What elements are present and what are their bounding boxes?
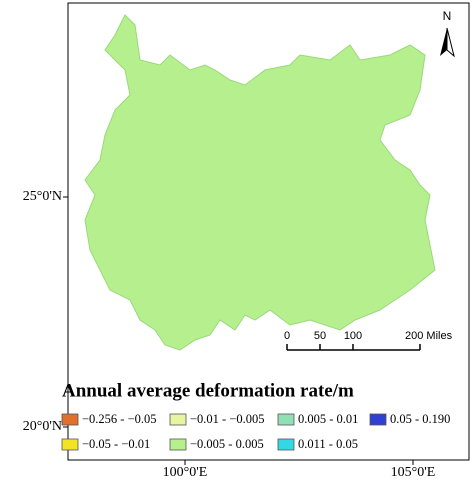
north-label: N bbox=[443, 9, 452, 23]
lat-label: 20°0'N bbox=[23, 419, 62, 434]
lon-label: 100°0'E bbox=[163, 465, 208, 480]
region-shape bbox=[84, 14, 436, 351]
legend-swatch bbox=[61, 438, 79, 451]
scale-label: 50 bbox=[314, 330, 326, 342]
axis-ticks bbox=[63, 196, 414, 465]
legend-label: 0.011 - 0.05 bbox=[298, 437, 358, 451]
lon-label: 105°0'E bbox=[391, 465, 436, 480]
scale-label: 0 bbox=[284, 330, 290, 342]
legend-title: Annual average deformation rate/m bbox=[62, 380, 354, 401]
scale-label: 200 Miles bbox=[405, 330, 453, 342]
legend-label: 0.005 - 0.01 bbox=[298, 412, 358, 426]
legend-swatch bbox=[277, 438, 295, 451]
legend-swatch bbox=[169, 413, 187, 426]
legend-swatch bbox=[169, 438, 187, 451]
legend-swatch bbox=[61, 413, 79, 426]
legend-label: 0.05 - 0.190 bbox=[390, 412, 450, 426]
legend-label: −0.05 - −0.01 bbox=[82, 437, 150, 451]
scale-label: 100 bbox=[344, 330, 362, 342]
legend-label: −0.01 - −0.005 bbox=[190, 412, 265, 426]
legend-label: −0.256 - −0.05 bbox=[82, 412, 157, 426]
legend-swatch bbox=[369, 413, 387, 426]
scale-bar bbox=[286, 344, 421, 351]
lat-label: 25°0'N bbox=[23, 189, 62, 204]
north-arrow bbox=[440, 27, 455, 58]
legend-label: −0.005 - 0.005 bbox=[190, 437, 264, 451]
legend-swatch bbox=[277, 413, 295, 426]
